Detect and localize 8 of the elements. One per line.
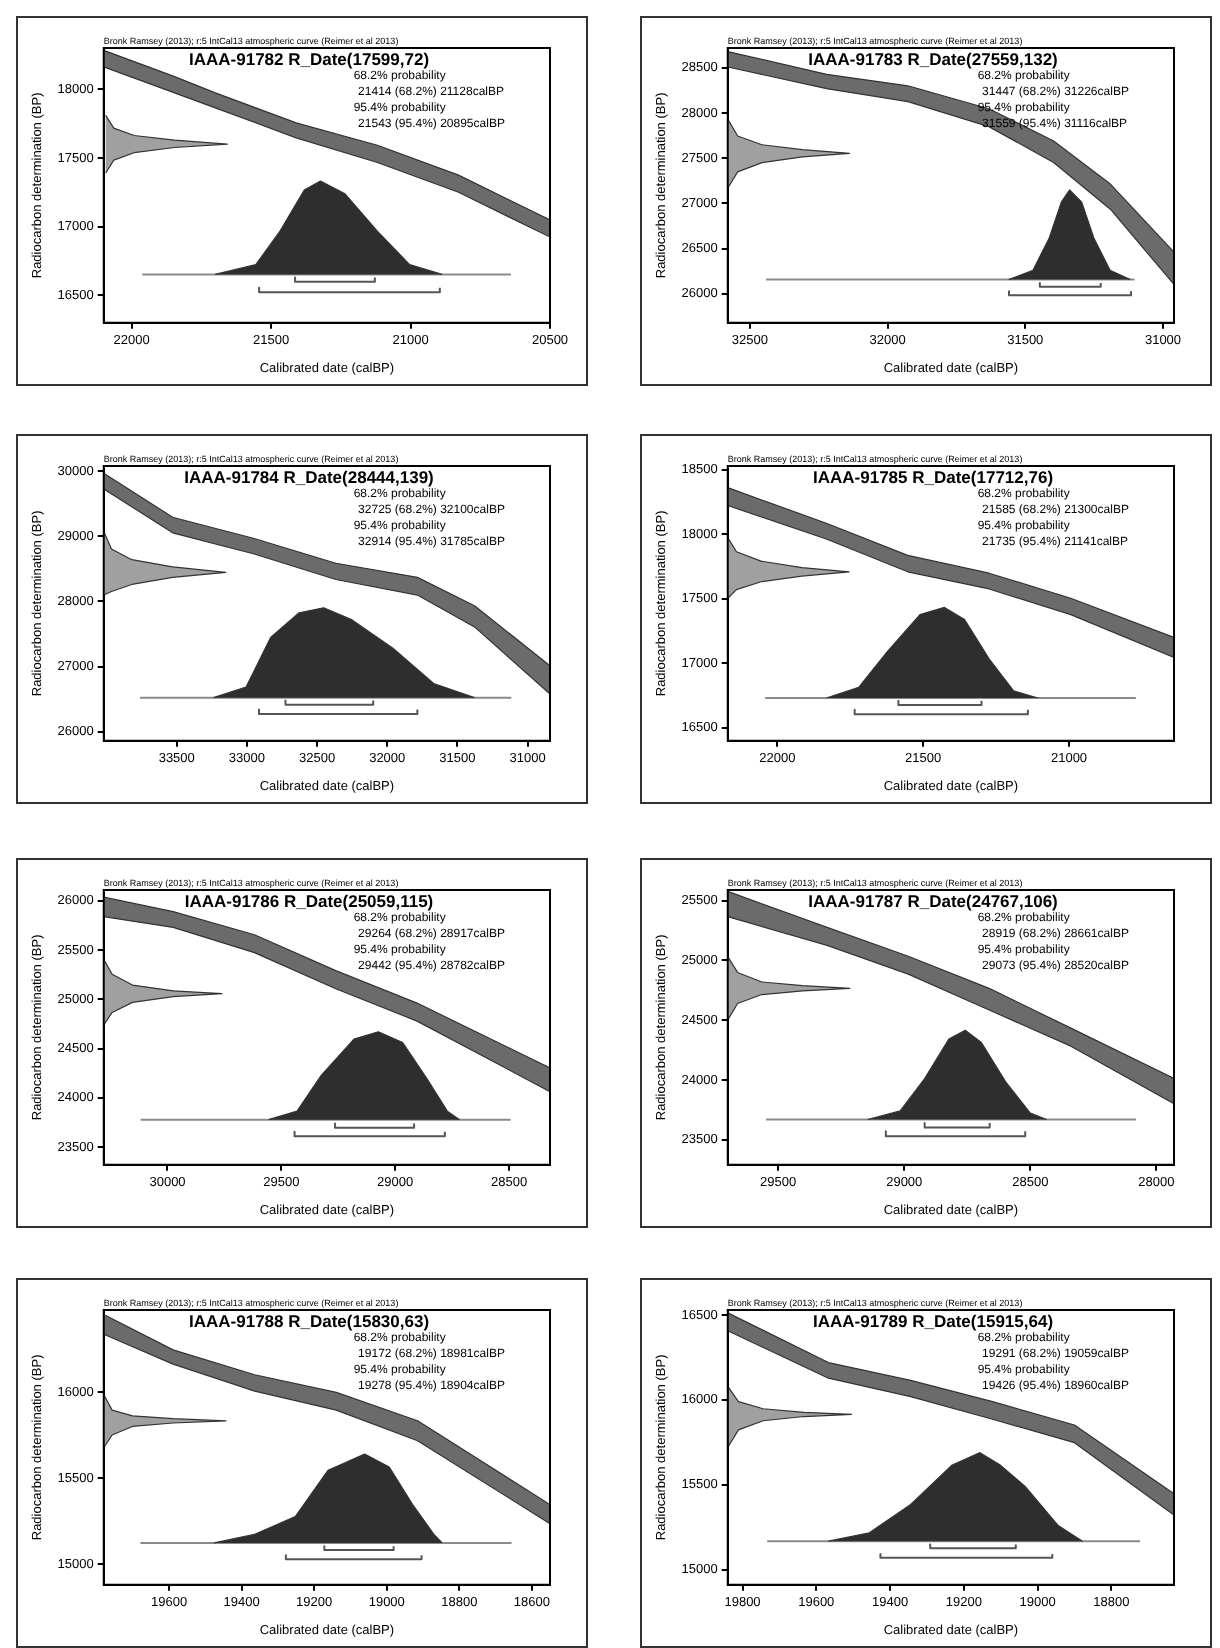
chart-title: IAAA-91786 R_Date(25059,115) bbox=[184, 891, 434, 912]
chart-title: IAAA-91785 R_Date(17712,76) bbox=[813, 467, 1054, 488]
chart-title: IAAA-91784 R_Date(28444,139) bbox=[184, 467, 435, 488]
chart-title: IAAA-91783 R_Date(27559,132) bbox=[808, 49, 1059, 70]
chart-title: IAAA-91787 R_Date(24767,106) bbox=[808, 891, 1059, 912]
chart-title: IAAA-91788 R_Date(15830,63) bbox=[189, 1311, 430, 1332]
chart-title: IAAA-91782 R_Date(17599,72) bbox=[189, 49, 430, 70]
chart-title: IAAA-91789 R_Date(15915,64) bbox=[813, 1311, 1054, 1332]
